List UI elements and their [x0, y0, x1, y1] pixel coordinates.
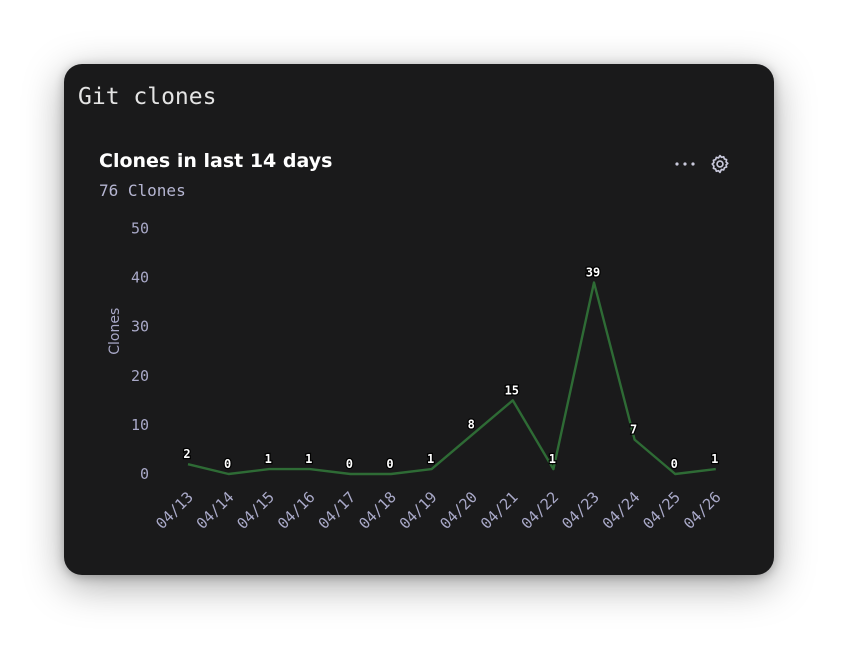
data-label: 1 [305, 452, 312, 466]
series-line [187, 281, 716, 476]
data-label: 1 [549, 452, 556, 466]
x-tick-label: 04/22 [518, 488, 563, 533]
gear-icon [711, 154, 729, 174]
panel-title: Git clones [78, 84, 217, 110]
git-clones-panel: Git clones Clones in last 14 days 76 Clo… [64, 64, 774, 575]
y-tick-label: 20 [131, 367, 149, 385]
more-options-button[interactable] [673, 152, 697, 176]
y-tick-label: 40 [131, 269, 149, 287]
data-label: 1 [711, 452, 718, 466]
data-label: 0 [346, 457, 353, 471]
x-tick-label: 04/26 [680, 488, 725, 533]
y-tick-label: 30 [131, 318, 149, 336]
data-label: 1 [265, 452, 272, 466]
x-tick-label: 04/20 [436, 488, 481, 533]
x-tick-label: 04/17 [315, 488, 360, 533]
x-tick-label: 04/13 [152, 488, 197, 533]
data-label: 0 [671, 457, 678, 471]
chart-subtitle: 76 Clones [99, 181, 186, 200]
x-tick-label: 04/16 [274, 488, 319, 533]
y-axis-label: Clones [107, 308, 123, 355]
data-label: 8 [468, 418, 475, 432]
data-label: 2 [183, 447, 190, 461]
data-label: 39 [586, 266, 600, 280]
x-tick-label: 04/15 [233, 488, 278, 533]
data-label: 15 [505, 383, 519, 397]
clones-line-chart: 01020304050Clones04/1304/1404/1504/1604/… [107, 220, 725, 533]
x-tick-label: 04/24 [599, 488, 644, 533]
x-tick-label: 04/14 [193, 488, 238, 533]
data-label: 1 [427, 452, 434, 466]
y-tick-label: 10 [131, 416, 149, 434]
x-tick-label: 04/19 [396, 488, 441, 533]
chart-title: Clones in last 14 days [99, 150, 333, 172]
data-label: 0 [224, 457, 231, 471]
y-tick-label: 50 [131, 220, 149, 238]
x-tick-label: 04/18 [355, 488, 400, 533]
y-tick-label: 0 [140, 465, 149, 483]
data-label: 7 [630, 423, 637, 437]
x-tick-label: 04/23 [558, 488, 603, 533]
x-tick-label: 04/25 [639, 488, 684, 533]
settings-button[interactable] [708, 152, 732, 176]
x-tick-label: 04/21 [477, 488, 522, 533]
data-label: 0 [386, 457, 393, 471]
more-horizontal-icon [675, 162, 695, 166]
